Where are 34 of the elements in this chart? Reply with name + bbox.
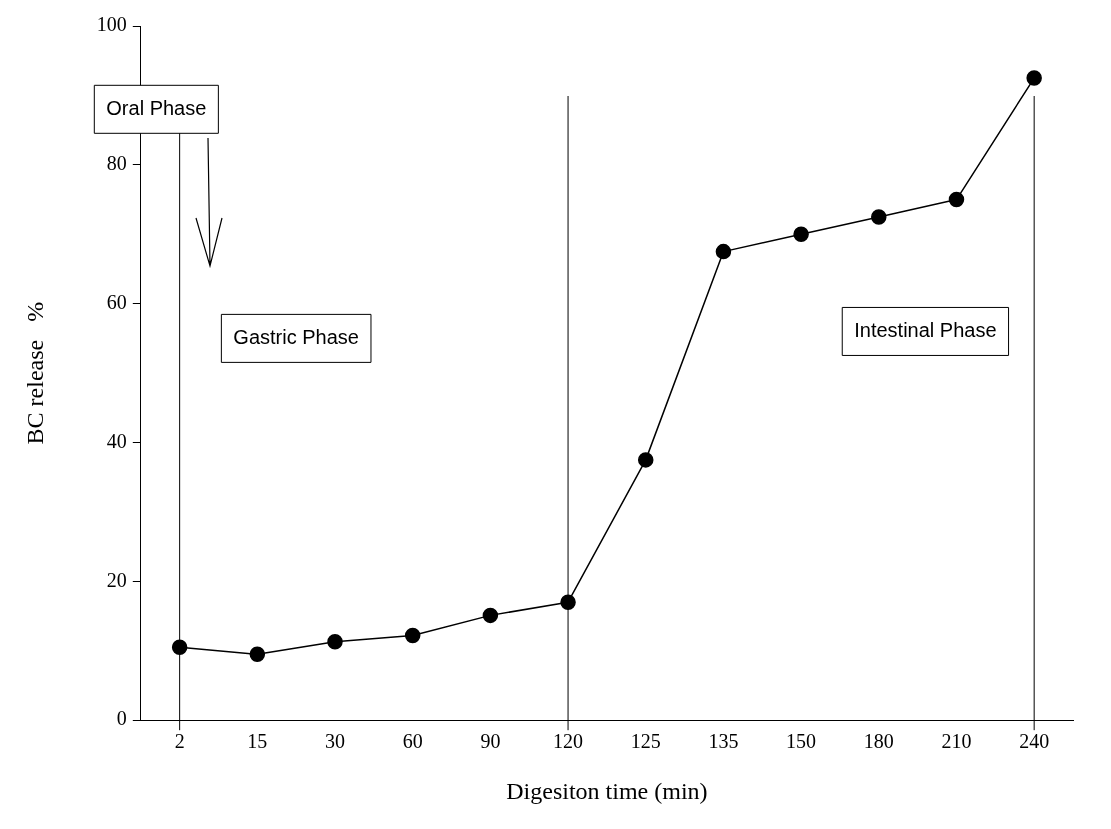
y-axis-title: BC release %	[21, 301, 48, 445]
y-tick-label: 80	[106, 152, 127, 175]
point	[637, 452, 654, 468]
point	[793, 226, 809, 243]
x-tick-label: 125	[630, 730, 661, 753]
annotation: Gastric Phase	[233, 325, 359, 348]
x-tick-label: 2	[174, 730, 185, 753]
x-tick-label: 30	[325, 730, 346, 753]
y-tick-label: 60	[106, 290, 127, 313]
point	[948, 191, 965, 208]
annotation: Intestinal Phase	[854, 318, 997, 341]
point	[715, 243, 732, 260]
x-tick-label: 90	[480, 730, 501, 753]
annotation: Oral Phase	[106, 96, 207, 119]
x-tick-label: 135	[708, 730, 739, 753]
x-tick-label: 15	[247, 730, 268, 753]
x-tick-label: 180	[863, 730, 894, 753]
y-tick-label: 40	[106, 429, 127, 452]
x-tick-label: 120	[553, 730, 584, 753]
y-tick-label: 0	[116, 707, 127, 730]
x-tick-label: 60	[402, 730, 423, 753]
point	[871, 209, 887, 225]
x-axis-title: Digesiton time (min)	[506, 777, 708, 804]
x-tick-label: 150	[786, 730, 817, 753]
point	[482, 607, 499, 624]
y-tick-label: 20	[106, 568, 127, 591]
point	[171, 639, 188, 656]
x-tick-label: 240	[1019, 730, 1050, 753]
point	[327, 634, 343, 650]
point	[249, 646, 266, 662]
x-tick-label: 210	[941, 730, 972, 753]
point	[1026, 70, 1042, 86]
point	[404, 627, 421, 644]
y-tick-label: 100	[96, 13, 127, 36]
